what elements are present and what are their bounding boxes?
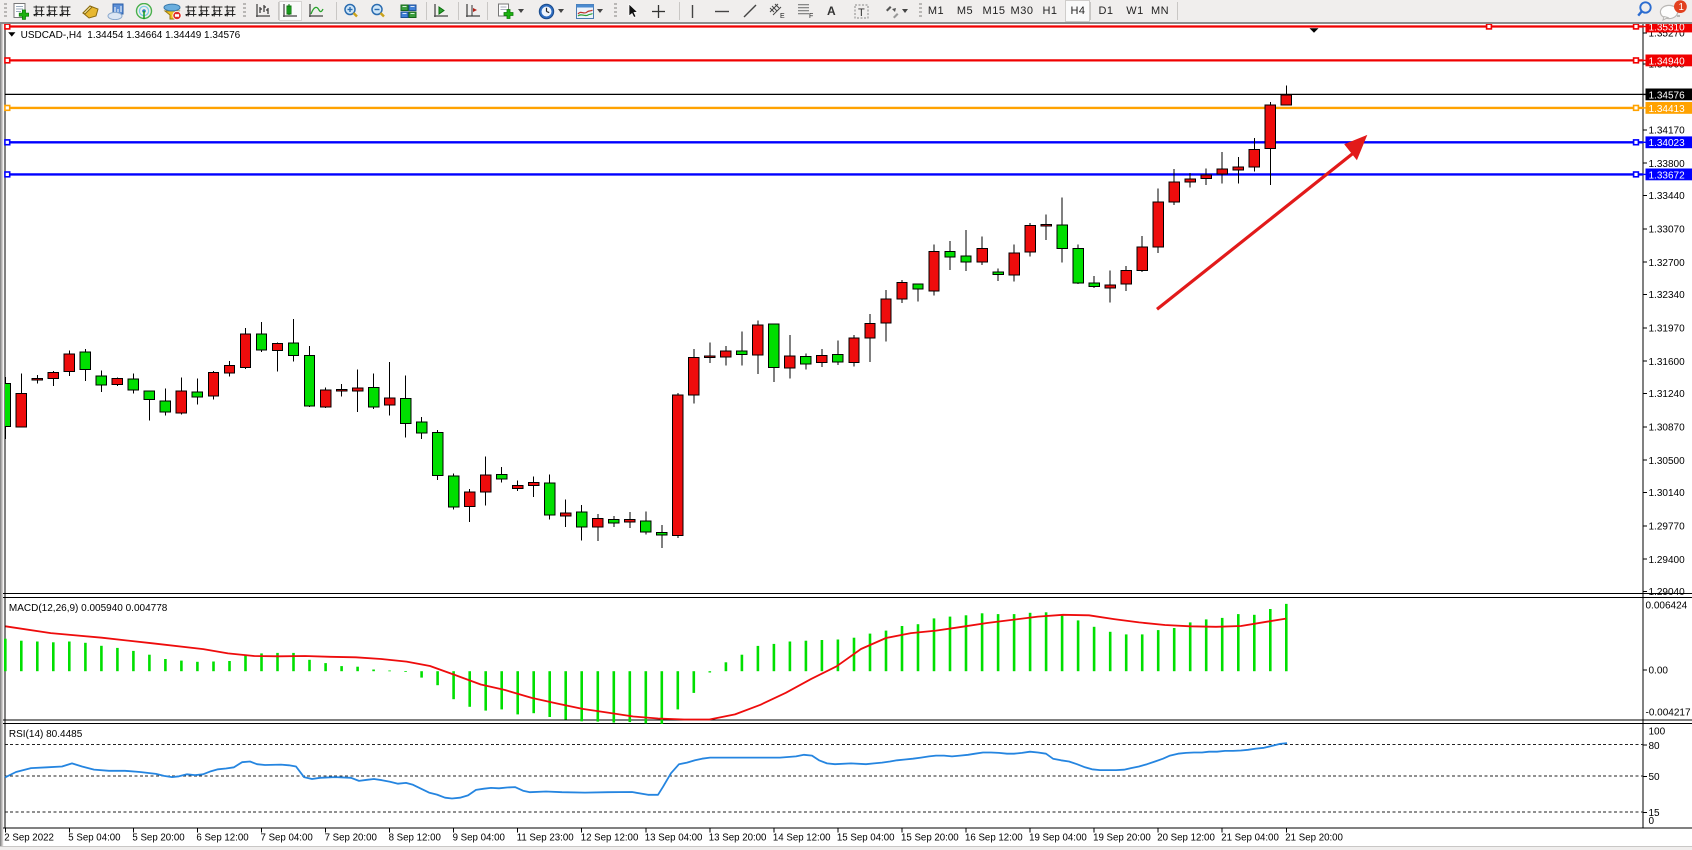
- svg-text:1.33070: 1.33070: [1649, 225, 1686, 236]
- svg-text:100: 100: [1649, 727, 1666, 738]
- svg-text:0: 0: [1649, 816, 1655, 827]
- svg-text:14 Sep 12:00: 14 Sep 12:00: [773, 832, 831, 843]
- svg-text:12 Sep 12:00: 12 Sep 12:00: [581, 832, 639, 843]
- svg-text:1.29040: 1.29040: [1649, 587, 1686, 598]
- svg-text:1.35310: 1.35310: [1649, 22, 1686, 33]
- svg-text:1.29400: 1.29400: [1649, 555, 1686, 566]
- svg-text:11 Sep 23:00: 11 Sep 23:00: [517, 832, 575, 843]
- svg-text:20 Sep 12:00: 20 Sep 12:00: [1157, 832, 1215, 843]
- svg-text:1.31240: 1.31240: [1649, 389, 1686, 400]
- svg-text:1.29770: 1.29770: [1649, 522, 1686, 533]
- svg-text:21 Sep 04:00: 21 Sep 04:00: [1221, 832, 1279, 843]
- svg-text:16 Sep 12:00: 16 Sep 12:00: [965, 832, 1023, 843]
- svg-text:1.33800: 1.33800: [1649, 159, 1686, 170]
- svg-text:5 Sep 04:00: 5 Sep 04:00: [68, 832, 121, 843]
- svg-text:0.00: 0.00: [1649, 666, 1669, 677]
- svg-text:T: T: [858, 7, 865, 19]
- svg-text:5 Sep 20:00: 5 Sep 20:00: [132, 832, 185, 843]
- svg-text:USDCAD-,H4 1.34454 1.34664 1.: USDCAD-,H4 1.34454 1.34664 1.34449 1.345…: [21, 30, 241, 41]
- svg-text:80: 80: [1649, 741, 1661, 752]
- svg-text:1.31600: 1.31600: [1649, 357, 1686, 368]
- svg-text:-0.004217: -0.004217: [1646, 708, 1691, 719]
- svg-text:50: 50: [1649, 772, 1661, 783]
- svg-text:1.34576: 1.34576: [1649, 90, 1686, 101]
- svg-text:1.30870: 1.30870: [1649, 423, 1686, 434]
- svg-text:15: 15: [1649, 808, 1661, 819]
- svg-text:1.32340: 1.32340: [1649, 290, 1686, 301]
- svg-text:1.35270: 1.35270: [1649, 29, 1686, 40]
- svg-text:15 Sep 04:00: 15 Sep 04:00: [837, 832, 895, 843]
- svg-text:RSI(14) 80.4485: RSI(14) 80.4485: [9, 729, 83, 740]
- svg-text:13 Sep 20:00: 13 Sep 20:00: [709, 832, 767, 843]
- svg-text:1.33440: 1.33440: [1649, 191, 1686, 202]
- svg-text:15 Sep 20:00: 15 Sep 20:00: [901, 832, 959, 843]
- svg-text:0.006424: 0.006424: [1646, 601, 1688, 612]
- svg-text:19 Sep 20:00: 19 Sep 20:00: [1093, 832, 1151, 843]
- svg-text:1: 1: [1679, 2, 1684, 13]
- svg-text:1.34170: 1.34170: [1649, 126, 1686, 137]
- svg-text:21 Sep 20:00: 21 Sep 20:00: [1285, 832, 1343, 843]
- svg-text:8 Sep 12:00: 8 Sep 12:00: [389, 832, 442, 843]
- svg-text:1.34940: 1.34940: [1649, 56, 1686, 67]
- svg-text:9 Sep 04:00: 9 Sep 04:00: [453, 832, 506, 843]
- svg-text:1.30140: 1.30140: [1649, 488, 1686, 499]
- svg-text:1.33672: 1.33672: [1649, 170, 1686, 181]
- svg-text:E: E: [780, 13, 785, 19]
- svg-text:MACD(12,26,9) 0.005940 0.00477: MACD(12,26,9) 0.005940 0.004778: [9, 603, 168, 614]
- svg-text:1.32700: 1.32700: [1649, 258, 1686, 269]
- svg-text:1.34413: 1.34413: [1649, 104, 1686, 115]
- svg-text:1.31970: 1.31970: [1649, 324, 1686, 335]
- svg-text:6 Sep 12:00: 6 Sep 12:00: [196, 832, 249, 843]
- svg-text:19 Sep 04:00: 19 Sep 04:00: [1029, 832, 1087, 843]
- svg-text:2 Sep 2022: 2 Sep 2022: [4, 832, 54, 843]
- svg-text:F: F: [809, 13, 813, 19]
- svg-text:1.34023: 1.34023: [1649, 138, 1686, 149]
- svg-text:7 Sep 20:00: 7 Sep 20:00: [325, 832, 378, 843]
- svg-text:1.30500: 1.30500: [1649, 456, 1686, 467]
- svg-text:13 Sep 04:00: 13 Sep 04:00: [645, 832, 703, 843]
- svg-text:7 Sep 04:00: 7 Sep 04:00: [261, 832, 314, 843]
